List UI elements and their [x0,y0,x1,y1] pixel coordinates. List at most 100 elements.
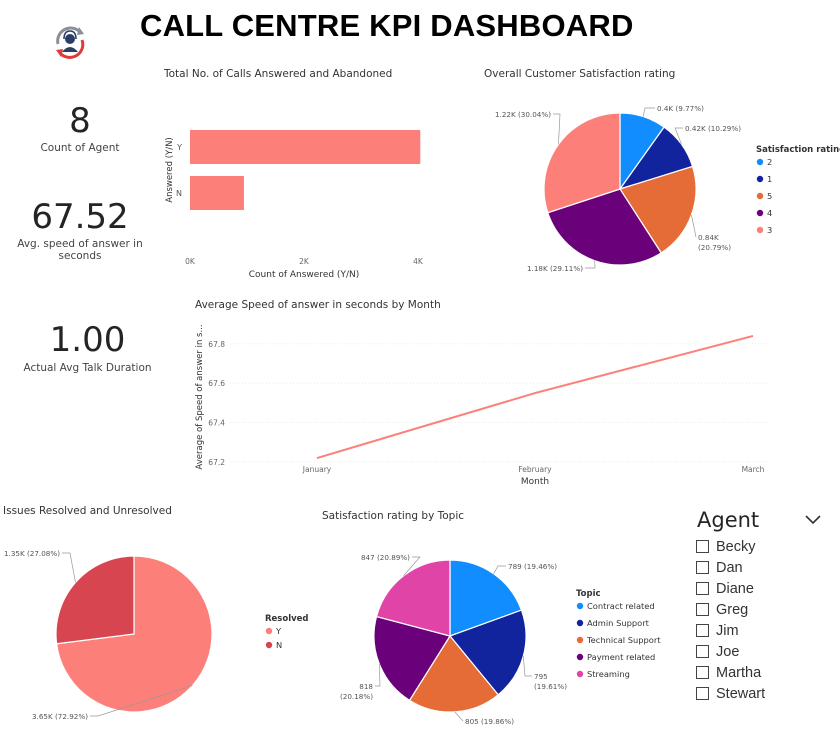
speed-line-chart[interactable]: 67.2 67.4 67.6 67.8 January February March Mont… [190,314,780,494]
speed-series-line[interactable] [316,334,754,460]
x-axis-label: Month [521,477,549,487]
x-tick-label: February [518,465,552,474]
kpi-agent-count-value: 8 [69,101,91,141]
y-tick-label: 67.2 [208,458,225,467]
slicer-item-jim[interactable]: Jim [696,620,765,641]
dashboard-title: CALL CENTRE KPI DASHBOARD [140,8,634,43]
data-label: 1.35K (27.08%) [4,549,60,558]
slicer-item-label: Dan [716,559,743,576]
bar-n[interactable] [190,176,244,210]
data-label: 789 (19.46%) [508,562,557,571]
data-label: 847 (20.89%) [361,553,410,562]
slicer-item-label: Becky [716,538,756,555]
leader-line [454,711,464,722]
data-label: (20.18%) [340,692,373,701]
kpi-talk-duration-card[interactable]: 1.00 Actual Avg Talk Duration [15,318,160,374]
x-tick-label: 2K [299,257,310,266]
kpi-avg-speed-card[interactable]: 67.52 Avg. speed of answer in seconds [0,196,160,262]
legend-title: Resolved [265,614,309,624]
satisfaction-slice-5[interactable] [619,165,697,254]
calls-bar-chart[interactable]: Y N 0K 2K 4K Count of Answered (Y/N) Answered … [160,84,450,284]
call-centre-agent-icon [50,22,90,62]
leader-line [585,260,596,269]
leader-line [375,663,381,687]
speed-line-chart-title: Average Speed of answer in seconds by Mo… [195,299,441,311]
leader-line [642,107,655,117]
legend-item: 2 [767,157,772,167]
legend-item: Y [275,626,282,636]
leader-line [691,214,697,238]
resolved-pie-title: Issues Resolved and Unresolved [3,505,172,517]
kpi-agent-count-label: Count of Agent [40,142,120,154]
legend-item: Technical Support [586,635,661,645]
legend-item: Payment related [587,652,655,662]
data-label: 3.65K (72.92%) [32,712,88,721]
slicer-item-label: Diane [716,580,754,597]
topic-slice-admin-support[interactable] [448,609,527,696]
kpi-talk-duration-label: Actual Avg Talk Duration [23,362,152,374]
slicer-item-label: Martha [716,664,762,681]
data-label: (19.61%) [534,682,567,691]
slicer-item-becky[interactable]: Becky [696,536,765,557]
checkbox[interactable] [696,624,709,637]
satisfaction-pie-title: Overall Customer Satisfaction rating [484,68,676,80]
topic-slice-streaming[interactable] [375,559,451,637]
resolved-pie-chart[interactable]: 3.65K (72.92%) 1.35K (27.08%) Resolved YN [0,520,320,740]
data-label: 0.42K (10.29%) [685,124,741,133]
legend-marker [756,192,764,200]
legend-marker [576,670,584,678]
checkbox[interactable] [696,603,709,616]
legend-marker [756,158,764,166]
legend-marker [756,209,764,217]
slicer-item-stewart[interactable]: Stewart [696,683,765,704]
legend-marker [265,641,273,649]
data-label: 818 [359,682,373,691]
leader-line [403,556,421,577]
data-label: (20.79%) [698,243,731,252]
y-tick-label: 67.4 [208,419,225,428]
resolved-slice-n[interactable] [55,555,135,645]
satisfaction-pie-chart[interactable]: 0.4K (9.77%) 0.42K (10.29%) 0.84K(20.79%) 1… [480,84,840,284]
leader-line [62,552,76,583]
x-tick-label: 0K [185,257,196,266]
checkbox[interactable] [696,687,709,700]
data-label: 795 [534,672,548,681]
checkbox[interactable] [696,582,709,595]
slicer-item-label: Stewart [716,685,766,702]
checkbox[interactable] [696,561,709,574]
bar-y[interactable] [190,130,421,164]
data-label: 1.18K (29.11%) [527,264,583,273]
checkbox[interactable] [696,540,709,553]
y-axis-label: Average of Speed of answer in s... [195,324,205,469]
data-label: 1.22K (30.04%) [495,110,551,119]
legend-item: Admin Support [587,618,650,628]
kpi-avg-speed-value: 67.52 [31,197,129,237]
leader-line [90,685,193,717]
y-axis-label: Answered (Y/N) [165,137,175,203]
slicer-item-diane[interactable]: Diane [696,578,765,599]
legend-marker [756,175,764,183]
chevron-down-icon[interactable] [804,512,822,526]
slicer-item-greg[interactable]: Greg [696,599,765,620]
checkbox[interactable] [696,645,709,658]
legend-item: 4 [767,208,772,218]
kpi-agent-count-card[interactable]: 8 Count of Agent [20,100,140,154]
legend-title: Satisfaction rating [756,145,840,155]
kpi-talk-duration-value: 1.00 [49,320,126,360]
y-tick-label: 67.8 [208,340,225,349]
data-label: 0.4K (9.77%) [657,104,704,113]
leader-line [493,565,506,574]
legend-item: Streaming [587,669,630,679]
topic-slice-contract-related[interactable] [449,559,523,637]
data-label: 0.84K [698,233,719,242]
slicer-item-joe[interactable]: Joe [696,641,765,662]
leader-line [522,656,532,677]
x-tick-label: 4K [413,257,424,266]
slicer-item-martha[interactable]: Martha [696,662,765,683]
satisfaction-slice-3[interactable] [543,112,621,214]
checkbox[interactable] [696,666,709,679]
legend-item: 1 [767,174,772,184]
x-tick-label: March [742,465,765,474]
slicer-item-dan[interactable]: Dan [696,557,765,578]
topic-pie-chart[interactable]: 789 (19.46%) 795(19.61%) 805 (19.86%) 818(2… [320,526,690,738]
